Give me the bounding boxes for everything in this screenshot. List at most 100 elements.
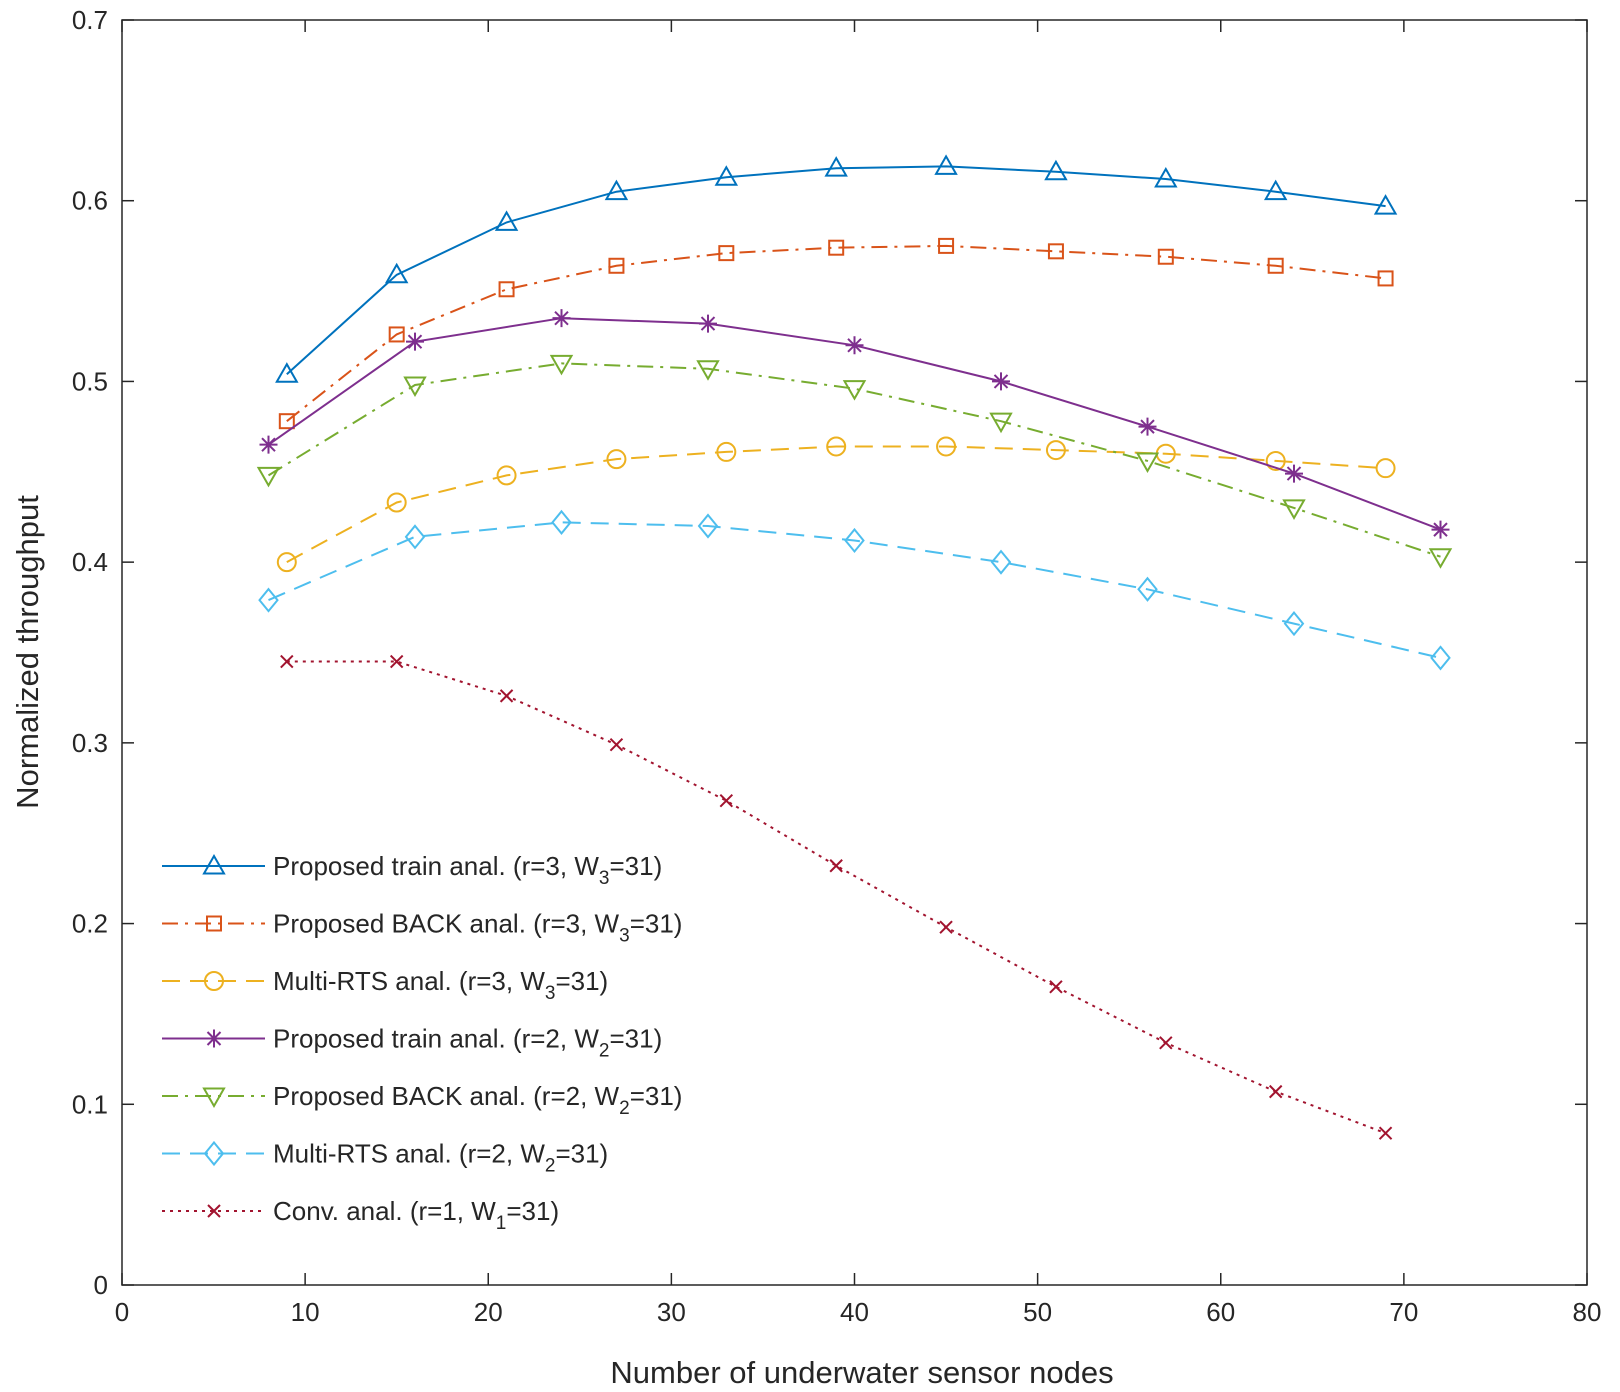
legend-label: Proposed BACK anal. (r=3, W3=31) bbox=[273, 909, 682, 947]
data-point bbox=[551, 509, 572, 535]
data-point bbox=[828, 239, 845, 256]
y-axis-label: Normalized throughput bbox=[10, 495, 45, 809]
legend-item-1: Proposed train anal. (r=3, W3=31) bbox=[162, 851, 662, 889]
series-line bbox=[267, 362, 1441, 558]
legend-item-3: Multi-RTS anal. (r=3, W3=31) bbox=[162, 966, 608, 1004]
data-point bbox=[403, 376, 427, 398]
data-point bbox=[989, 412, 1013, 434]
legend: Proposed train anal. (r=3, W3=31) Propose… bbox=[162, 851, 682, 1234]
data-point bbox=[696, 360, 720, 381]
y-tick-label: 0 bbox=[94, 1270, 108, 1300]
data-point bbox=[718, 245, 735, 262]
data-point bbox=[697, 513, 719, 539]
x-tick-label: 80 bbox=[1573, 1297, 1602, 1327]
data-point bbox=[258, 587, 279, 613]
data-point bbox=[1268, 1084, 1283, 1099]
data-point bbox=[826, 436, 847, 457]
y-tick-label: 0.1 bbox=[72, 1089, 108, 1119]
data-point bbox=[1282, 499, 1306, 520]
data-point bbox=[1430, 645, 1451, 671]
x-tick-label: 10 bbox=[291, 1297, 320, 1327]
data-point bbox=[609, 737, 624, 752]
data-point bbox=[280, 654, 294, 669]
data-point bbox=[1378, 1126, 1393, 1140]
data-point bbox=[1049, 980, 1063, 994]
legend-marker bbox=[202, 853, 226, 875]
data-point bbox=[842, 380, 867, 401]
legend-label: Proposed train anal. (r=3, W3=31) bbox=[273, 851, 662, 889]
data-point bbox=[939, 920, 953, 934]
x-tick-label: 30 bbox=[657, 1297, 686, 1327]
data-point bbox=[719, 793, 734, 808]
data-point bbox=[938, 237, 955, 254]
legend-marker bbox=[207, 1204, 221, 1218]
data-point bbox=[1263, 179, 1288, 201]
data-point bbox=[1045, 440, 1066, 461]
x-tick-label: 60 bbox=[1206, 1297, 1235, 1327]
data-point bbox=[256, 466, 281, 488]
data-point bbox=[406, 332, 424, 351]
data-point bbox=[404, 524, 426, 550]
data-point bbox=[259, 435, 278, 454]
data-point bbox=[1431, 520, 1450, 539]
legend-item-2: Proposed BACK anal. (r=3, W3=31) bbox=[162, 909, 682, 947]
x-tick-label: 40 bbox=[840, 1297, 869, 1327]
data-point bbox=[1428, 548, 1453, 569]
legend-marker bbox=[202, 1087, 226, 1109]
data-point bbox=[1138, 417, 1157, 436]
y-tick-label: 0.7 bbox=[72, 5, 108, 35]
y-tick-label: 0.5 bbox=[72, 366, 108, 396]
data-point bbox=[992, 372, 1010, 391]
legend-label: Conv. anal. (r=1, W1=31) bbox=[273, 1196, 559, 1234]
data-point bbox=[1157, 248, 1174, 265]
data-point bbox=[278, 413, 295, 430]
data-point bbox=[498, 281, 515, 298]
legend-marker bbox=[204, 971, 224, 991]
data-point bbox=[386, 492, 407, 513]
series-line bbox=[286, 165, 1386, 375]
data-point bbox=[714, 165, 739, 186]
data-point bbox=[1135, 452, 1160, 473]
data-point bbox=[604, 179, 629, 201]
data-point bbox=[699, 314, 717, 333]
data-point bbox=[1283, 611, 1305, 637]
plot-area bbox=[256, 154, 1453, 1140]
legend-label: Multi-RTS anal. (r=3, W3=31) bbox=[273, 966, 608, 1004]
data-point bbox=[494, 210, 519, 231]
legend-label: Proposed train anal. (r=2, W2=31) bbox=[273, 1024, 662, 1062]
data-point bbox=[829, 859, 843, 873]
data-point bbox=[1137, 576, 1158, 602]
data-point bbox=[276, 552, 297, 573]
data-point bbox=[552, 309, 571, 328]
data-point bbox=[1154, 167, 1178, 188]
data-point bbox=[389, 654, 404, 669]
data-point bbox=[384, 262, 409, 284]
legend-item-4: Proposed train anal. (r=2, W2=31) bbox=[162, 1024, 662, 1062]
data-point bbox=[496, 465, 517, 486]
x-tick-label: 0 bbox=[115, 1297, 129, 1327]
y-tick-label: 0.6 bbox=[72, 186, 108, 216]
series-6 bbox=[258, 509, 1451, 671]
data-point bbox=[1373, 194, 1398, 215]
legend-item-6: Multi-RTS anal. (r=2, W2=31) bbox=[162, 1139, 608, 1177]
data-point bbox=[824, 156, 848, 177]
data-point bbox=[1044, 159, 1068, 181]
data-point bbox=[388, 326, 405, 343]
axes: 0 10 20 30 40 50 60 70 80 0 0.1 0.2 0.3 0.4 0.5 0.6 0.7 bbox=[72, 5, 1602, 1327]
x-tick-label: 20 bbox=[474, 1297, 503, 1327]
legend-label: Proposed BACK anal. (r=2, W2=31) bbox=[273, 1081, 682, 1119]
data-point bbox=[275, 362, 299, 383]
y-tick-label: 0.3 bbox=[72, 728, 108, 758]
data-point bbox=[1047, 243, 1064, 260]
legend-item-5: Proposed BACK anal. (r=2, W2=31) bbox=[162, 1081, 682, 1119]
series-4 bbox=[259, 309, 1450, 539]
data-point bbox=[844, 527, 865, 554]
x-tick-label: 50 bbox=[1023, 1297, 1052, 1327]
data-point bbox=[608, 257, 625, 274]
y-tick-label: 0.2 bbox=[72, 909, 108, 939]
data-point bbox=[936, 436, 957, 457]
legend-label: Multi-RTS anal. (r=2, W2=31) bbox=[273, 1139, 608, 1177]
data-point bbox=[1159, 1036, 1173, 1050]
